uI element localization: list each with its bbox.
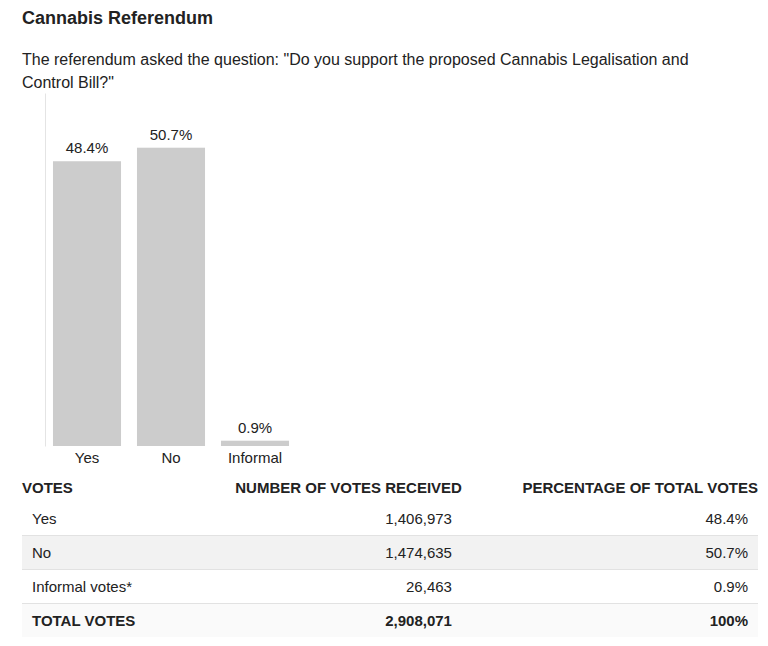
data-label: 50.7% [150,126,193,143]
column-header: VOTES [22,472,177,502]
table-cell: No [22,536,177,570]
table-cell: 1,406,973 [177,502,462,536]
subtitle: The referendum asked the question: "Do y… [22,48,734,94]
data-labels: 48.4% 50.7% 0.9% [66,126,272,436]
header-row: VOTESNUMBER OF VOTES RECEIVEDPERCENTAGE … [22,472,758,502]
table-row: No1,474,63550.7% [22,536,758,570]
table-cell: 0.9% [462,570,758,604]
chart: 48.4% 50.7% 0.9% Yes No Informal [0,0,768,470]
x-tick-label: Yes [75,449,99,466]
table-head: VOTESNUMBER OF VOTES RECEIVEDPERCENTAGE … [22,472,758,502]
total-row: TOTAL VOTES2,908,071100% [22,604,758,638]
x-tick-label: No [161,449,180,466]
y-axis-line [45,94,46,447]
x-tick-label: Informal [228,449,282,466]
bar [221,441,289,446]
total-cell: 2,908,071 [177,604,462,638]
table-cell: Yes [22,502,177,536]
table-cell: Informal votes* [22,570,177,604]
title: Cannabis Referendum [22,8,213,29]
x-tick: Yes [75,446,99,466]
table-row: Yes1,406,97348.4% [22,502,758,536]
x-tick: No [161,446,180,466]
x-axis: Yes No Informal [75,446,282,466]
column-header: PERCENTAGE OF TOTAL VOTES [462,472,758,502]
results-table: VOTESNUMBER OF VOTES RECEIVEDPERCENTAGE … [22,472,758,637]
total-cell: 100% [462,604,758,638]
table-row: Informal votes*26,4630.9% [22,570,758,604]
bar [53,161,121,446]
y-axis [45,94,46,447]
bar [137,148,205,446]
total-cell: TOTAL VOTES [22,604,177,638]
table-cell: 26,463 [177,570,462,604]
x-tick: Informal [228,446,282,466]
data-label: 0.9% [238,419,272,436]
bars [53,148,289,446]
table-cell: 1,474,635 [177,536,462,570]
table-cell: 48.4% [462,502,758,536]
column-header: NUMBER OF VOTES RECEIVED [177,472,462,502]
data-label: 48.4% [66,139,109,156]
table-cell: 50.7% [462,536,758,570]
table-body: Yes1,406,97348.4%No1,474,63550.7%Informa… [22,502,758,637]
page: {"chart_data": {"type": "bar", "title": … [0,0,768,646]
